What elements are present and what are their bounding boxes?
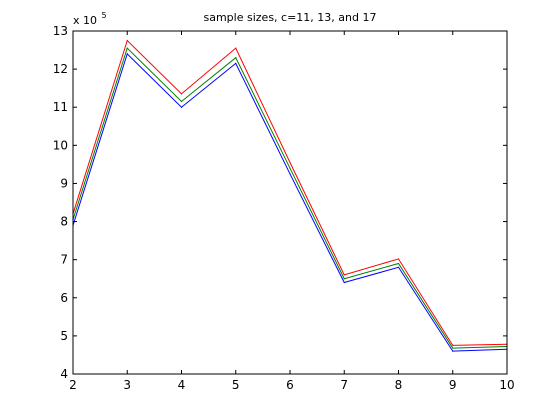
series-2-point-5 bbox=[289, 167, 291, 169]
y-tick-label-12: 12 bbox=[53, 62, 68, 76]
y-tick-label-4: 4 bbox=[60, 367, 68, 381]
x-tick-label-6: 6 bbox=[286, 378, 294, 392]
plot-frame bbox=[72, 30, 508, 375]
x-tick-label-7: 7 bbox=[340, 378, 348, 392]
x-tick-label-9: 9 bbox=[449, 378, 457, 392]
chart-title: sample sizes, c=11, 13, and 17 bbox=[204, 11, 377, 24]
series-2-point-8 bbox=[452, 347, 454, 349]
x-tick-label-3: 3 bbox=[123, 378, 131, 392]
x-tick-label-5: 5 bbox=[232, 378, 240, 392]
series-2-point-7 bbox=[397, 262, 400, 265]
series-3-point-8 bbox=[452, 344, 454, 347]
x-tick-label-4: 4 bbox=[178, 378, 186, 392]
series-1-point-5 bbox=[289, 173, 291, 175]
y-tick-label-8: 8 bbox=[60, 215, 68, 229]
y-tick-label-13: 13 bbox=[53, 24, 68, 38]
y-tick-label-6: 6 bbox=[60, 291, 68, 305]
series-2-point-3 bbox=[180, 100, 183, 103]
series-1-point-3 bbox=[180, 106, 183, 108]
y-tick-label-11: 11 bbox=[53, 100, 68, 114]
series-3-point-5 bbox=[289, 161, 291, 164]
y-tick-label-10: 10 bbox=[53, 138, 68, 152]
y-tick-label-9: 9 bbox=[60, 176, 68, 190]
series-3-point-4 bbox=[235, 47, 237, 49]
x-tick-label-2: 2 bbox=[69, 378, 77, 392]
series-2-point-6 bbox=[343, 278, 345, 280]
series-3-point-7 bbox=[397, 258, 400, 260]
series-1-point-2 bbox=[126, 53, 128, 55]
series-2-point-4 bbox=[235, 57, 237, 59]
plot-area bbox=[73, 31, 507, 374]
series-3-point-2 bbox=[126, 39, 128, 42]
series-1-point-6 bbox=[343, 281, 345, 284]
y-axis-multiplier-base: x 10 bbox=[73, 14, 97, 27]
series-layer bbox=[72, 39, 508, 352]
x-tick-label-8: 8 bbox=[395, 378, 403, 392]
y-axis-multiplier: x 10 5 bbox=[73, 11, 107, 27]
y-tick-label-5: 5 bbox=[60, 329, 68, 343]
ticks-layer: 2 3 4 5 6 7 8 9 10 4 5 6 7 8 9 10 11 12 13 bbox=[53, 24, 515, 392]
series-1-point-8 bbox=[452, 350, 454, 352]
x-tick-label-10: 10 bbox=[499, 378, 514, 392]
series-3-point-3 bbox=[180, 93, 183, 95]
y-axis-multiplier-exponent: 5 bbox=[102, 11, 107, 20]
series-2-point-2 bbox=[126, 47, 128, 49]
series-1-point-4 bbox=[235, 62, 237, 64]
y-tick-label-7: 7 bbox=[60, 253, 68, 267]
series-3-point-6 bbox=[343, 274, 345, 276]
series-1-point-7 bbox=[397, 266, 400, 268]
